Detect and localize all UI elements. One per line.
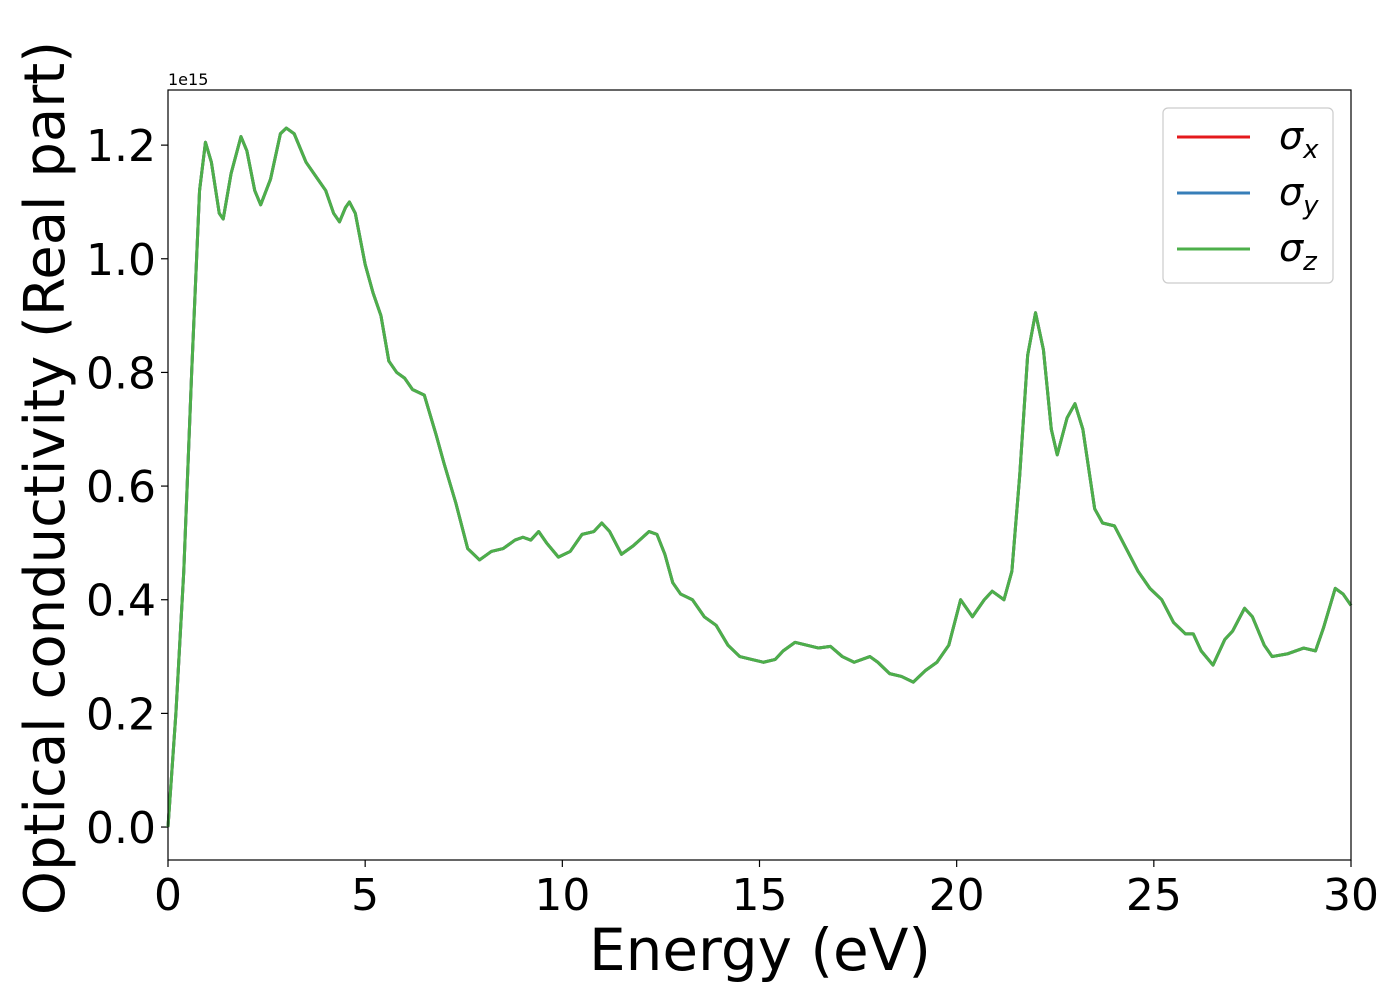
x-tick-label: 15 bbox=[732, 870, 788, 921]
x-tick-label: 0 bbox=[154, 870, 182, 921]
y-tick-label: 0.6 bbox=[86, 462, 156, 513]
y-tick-label: 0.4 bbox=[86, 576, 156, 627]
offset-label: 1e15 bbox=[168, 70, 208, 89]
x-tick-label: 20 bbox=[929, 870, 985, 921]
x-tick-label: 30 bbox=[1323, 870, 1379, 921]
y-axis-label: Optical conductivity (Real part) bbox=[13, 41, 78, 915]
legend-box bbox=[1162, 107, 1334, 284]
y-tick-label: 1.2 bbox=[86, 121, 156, 172]
legend-label: σz bbox=[1279, 226, 1318, 277]
x-axis-label: Energy (eV) bbox=[589, 916, 931, 984]
plot-frame bbox=[167, 89, 1352, 861]
y-tick-label: 0.8 bbox=[86, 348, 156, 399]
y-tick-label: 1.0 bbox=[86, 235, 156, 286]
series-line bbox=[166, 126, 1353, 828]
x-tick-label: 25 bbox=[1126, 870, 1182, 921]
legend-label: σx bbox=[1279, 114, 1319, 165]
y-tick-label: 0.0 bbox=[86, 803, 156, 854]
x-tick-label: 10 bbox=[534, 870, 590, 921]
y-tick-label: 0.2 bbox=[86, 689, 156, 740]
x-tick-label: 5 bbox=[351, 870, 379, 921]
legend-label: σy bbox=[1279, 170, 1319, 221]
